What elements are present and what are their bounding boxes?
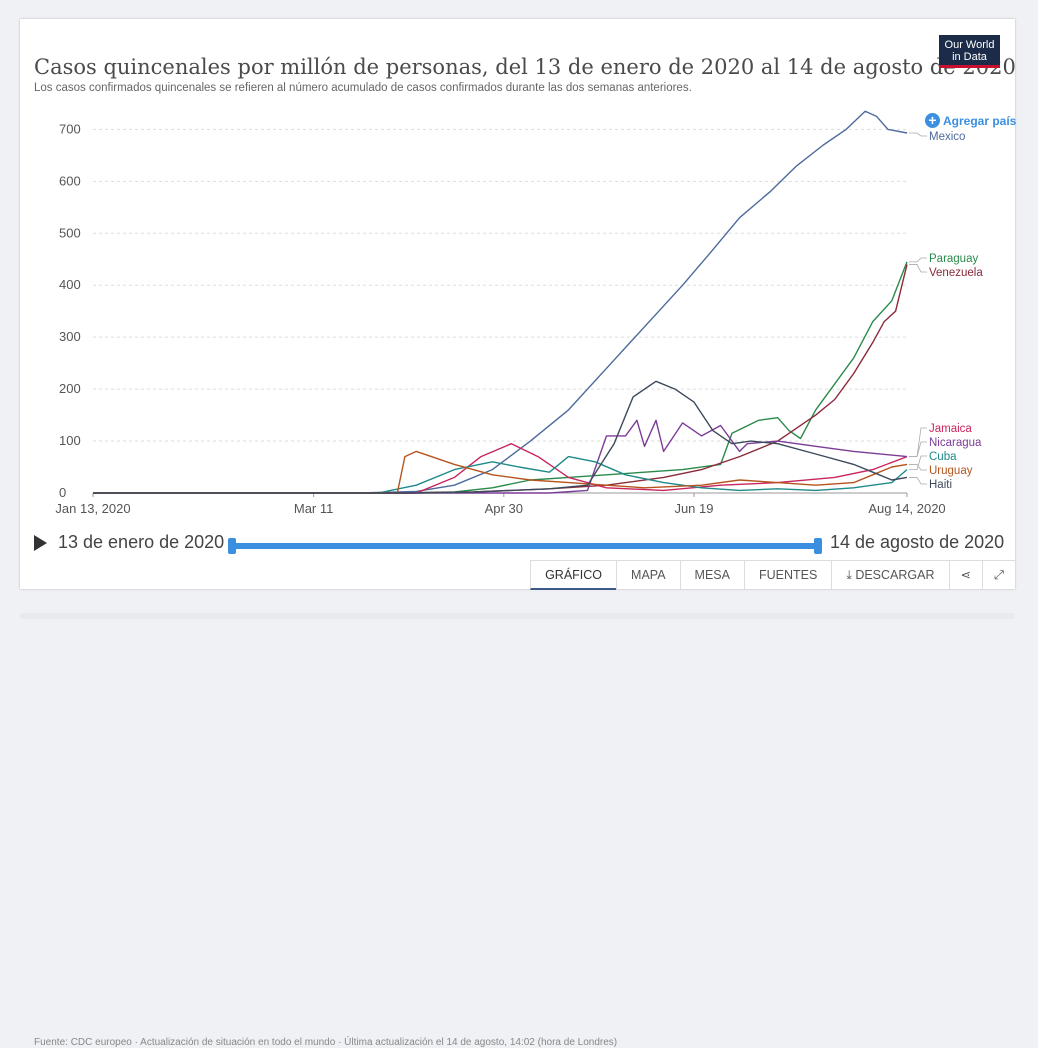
view-tabs: GRÁFICO MAPA MESA FUENTES ⤓ DESCARGAR ⋖ … xyxy=(530,560,1015,590)
x-tick-label: Aug 14, 2020 xyxy=(868,501,945,516)
series-label-haiti: Haiti xyxy=(929,479,952,491)
label-leader xyxy=(909,441,927,458)
series-label-paraguay: Paraguay xyxy=(929,253,978,265)
share-icon: ⋖ xyxy=(960,568,971,582)
label-leader xyxy=(909,264,927,273)
logo-line-1: Our World xyxy=(944,39,995,51)
series-label-cuba: Cuba xyxy=(929,451,957,463)
series-label-uruguay: Uruguay xyxy=(929,465,973,477)
tab-table[interactable]: MESA xyxy=(679,561,744,590)
tab-download-label: DESCARGAR xyxy=(855,568,935,582)
y-tick-label: 200 xyxy=(59,381,81,396)
download-icon: ⤓ xyxy=(846,568,856,582)
series-label-jamaica: Jamaica xyxy=(929,423,972,435)
owid-logo[interactable]: Our World in Data xyxy=(939,35,1000,68)
x-tick-label: Apr 30 xyxy=(485,501,523,516)
y-tick-label: 300 xyxy=(59,329,81,344)
x-tick-label: Jun 19 xyxy=(674,501,713,516)
label-leader xyxy=(909,464,927,471)
chart-subtitle: Los casos confirmados quincenales se ref… xyxy=(34,82,692,94)
series-line-nicaragua xyxy=(93,419,908,494)
timeline-end-handle[interactable] xyxy=(814,538,822,554)
timeline-end-label: 14 de agosto de 2020 xyxy=(830,532,1005,552)
series-line-cuba xyxy=(93,455,908,494)
chart-title: Casos quincenales por millón de personas… xyxy=(34,55,1016,79)
logo-line-2: in Data xyxy=(952,51,987,63)
y-tick-label: 500 xyxy=(59,225,81,240)
y-tick-label: 400 xyxy=(59,277,81,292)
line-chart: 0 100 200 300 400 500 600 700 Jan 13, 2020 Mar 11… xyxy=(55,110,983,516)
source-note: Fuente: CDC europeo · Actualización de s… xyxy=(34,1037,618,1048)
fullscreen-icon: ⤢ xyxy=(993,568,1004,582)
tab-download[interactable]: ⤓ DESCARGAR xyxy=(831,561,948,590)
fullscreen-button[interactable]: ⤢ xyxy=(981,561,1015,590)
label-leader xyxy=(909,257,927,263)
label-leader xyxy=(909,132,927,137)
series-line-haiti xyxy=(93,380,908,494)
timeline-start-label: 13 de enero de 2020 xyxy=(58,532,225,552)
tab-sources[interactable]: FUENTES xyxy=(743,561,831,590)
page-footer-strip xyxy=(20,613,1015,619)
add-country-label: Agregar país xyxy=(943,113,1017,128)
tab-map[interactable]: MAPA xyxy=(616,561,680,590)
chart-card: Casos quincenales por millón de personas… xyxy=(20,19,1016,1048)
timeline: Fuente: CDC europeo · Actualización de s… xyxy=(20,524,1015,1048)
y-tick-label: 600 xyxy=(59,173,81,188)
y-tick-label: 700 xyxy=(59,121,81,136)
series-label-mexico: Mexico xyxy=(929,131,965,143)
x-tick-label: Mar 11 xyxy=(294,501,334,516)
label-leader xyxy=(909,477,927,485)
series-line-mexico xyxy=(93,110,908,494)
series-line-jamaica xyxy=(93,443,908,494)
series-line-uruguay xyxy=(93,450,908,494)
y-tick-label: 0 xyxy=(59,485,66,500)
share-button[interactable]: ⋖ xyxy=(948,561,982,590)
y-tick-label: 100 xyxy=(59,433,81,448)
timeline-track[interactable] xyxy=(231,543,818,549)
series-label-nicaragua: Nicaragua xyxy=(929,437,982,449)
play-icon[interactable] xyxy=(34,535,47,551)
series-label-venezuela: Venezuela xyxy=(929,267,983,279)
tab-chart[interactable]: GRÁFICO xyxy=(530,561,617,590)
timeline-start-handle[interactable] xyxy=(228,538,236,554)
label-leader xyxy=(909,455,927,471)
x-tick-label: Jan 13, 2020 xyxy=(55,501,130,516)
add-country-button[interactable]: + Agregar país xyxy=(925,113,1016,128)
series-line-venezuela xyxy=(93,264,908,494)
series-line-paraguay xyxy=(93,261,908,494)
plus-icon: + xyxy=(925,113,940,128)
